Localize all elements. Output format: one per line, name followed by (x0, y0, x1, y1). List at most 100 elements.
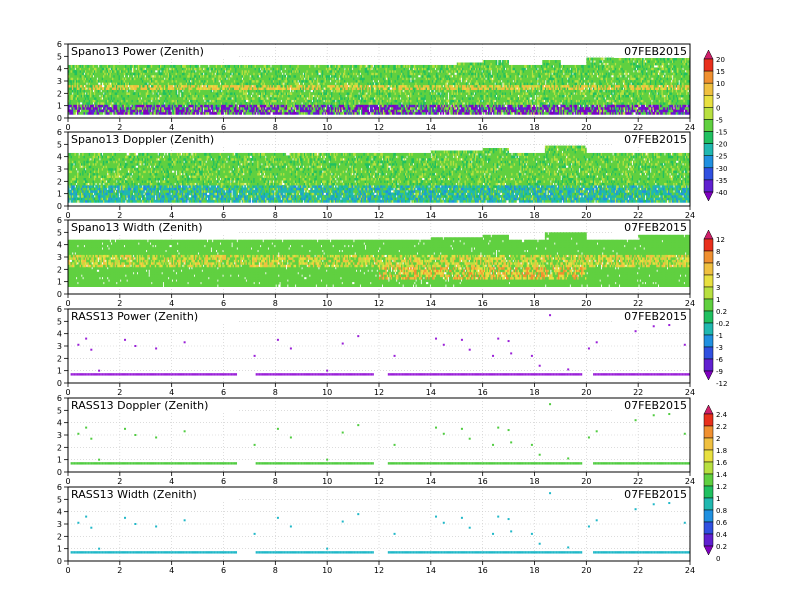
heatmap-cell (117, 89, 119, 93)
heatmap-cell (259, 109, 262, 113)
heatmap-cell (171, 79, 174, 83)
heatmap-cell (257, 87, 259, 91)
heatmap-cell (175, 111, 178, 115)
heatmap-cell (229, 92, 232, 95)
heatmap-cell (341, 64, 344, 68)
heatmap-cell (79, 74, 82, 78)
heatmap-cell (77, 84, 79, 88)
heatmap-cell (137, 77, 140, 81)
heatmap-cell (139, 94, 141, 98)
heatmap-cell (395, 74, 398, 78)
heatmap-cell (299, 101, 302, 105)
heatmap-cell (84, 67, 87, 71)
heatmap-cell (71, 111, 74, 115)
heatmap-cell (354, 74, 357, 78)
heatmap-cell (239, 67, 241, 71)
heatmap-cell (250, 97, 253, 100)
heatmap-cell (91, 84, 94, 88)
heatmap-cell (209, 82, 211, 86)
heatmap-cell (324, 64, 327, 68)
heatmap-cell (148, 64, 151, 68)
heatmap-cell (226, 104, 228, 108)
heatmap-cell (147, 109, 149, 113)
heatmap-cell (162, 87, 165, 91)
heatmap-cell (259, 111, 262, 115)
heatmap-cell (342, 74, 345, 78)
heatmap-cell (345, 106, 348, 110)
heatmap-cell (241, 69, 244, 73)
heatmap-cell (227, 101, 230, 105)
heatmap-cell (347, 94, 350, 98)
heatmap-cell (268, 79, 271, 83)
heatmap-cell (96, 82, 99, 86)
heatmap-cell (294, 89, 297, 93)
heatmap-cell (380, 99, 382, 103)
heatmap-cell (276, 111, 279, 115)
heatmap-cell (204, 109, 206, 113)
heatmap-cell (126, 64, 129, 68)
heatmap-cell (96, 104, 99, 108)
heatmap-cell (353, 101, 355, 105)
heatmap-cell (288, 67, 290, 71)
heatmap-cell (126, 74, 129, 78)
heatmap-cell (156, 99, 158, 103)
heatmap-cell (73, 72, 75, 76)
heatmap-cell (101, 64, 104, 68)
heatmap-cell (105, 97, 108, 100)
heatmap-cell (315, 69, 318, 73)
heatmap-cell (134, 69, 136, 73)
heatmap-cell (285, 67, 288, 71)
heatmap-cell (198, 82, 201, 86)
heatmap-cell (274, 77, 276, 81)
heatmap-cell (119, 72, 122, 76)
heatmap-cell (113, 109, 116, 113)
heatmap-cell (259, 92, 262, 95)
heatmap-cell (286, 64, 289, 68)
heatmap-cell (254, 82, 257, 86)
heatmap-cell (169, 72, 171, 76)
heatmap-cell (276, 82, 279, 86)
heatmap-cell (204, 84, 206, 88)
heatmap-cell (399, 69, 402, 73)
heatmap-cell (178, 89, 180, 93)
heatmap-cell (350, 79, 353, 83)
heatmap-cell (362, 99, 364, 103)
heatmap-cell (123, 79, 126, 83)
heatmap-cell (309, 72, 311, 76)
heatmap-cell (184, 89, 187, 93)
heatmap-cell (191, 79, 193, 83)
heatmap-cell (276, 97, 279, 100)
heatmap-cell (349, 84, 351, 88)
heatmap-cell (244, 67, 246, 71)
heatmap-cell (167, 99, 170, 103)
heatmap-cell (341, 106, 344, 110)
heatmap-cell (290, 67, 293, 71)
heatmap-cell (108, 72, 110, 76)
heatmap-cell (250, 69, 253, 73)
heatmap-cell (241, 89, 244, 93)
heatmap-cell (342, 104, 345, 108)
heatmap-cell (80, 77, 83, 81)
heatmap-cell (184, 109, 187, 113)
heatmap-cell (314, 109, 316, 113)
heatmap-cell (259, 82, 262, 86)
heatmap-cell (123, 72, 126, 76)
heatmap-cell (121, 67, 123, 71)
heatmap-cell (364, 106, 367, 110)
heatmap-cell (290, 79, 293, 83)
heatmap-cell (115, 92, 118, 95)
heatmap-cell (175, 82, 178, 86)
heatmap-cell (179, 109, 182, 113)
heatmap-cell (276, 79, 279, 83)
heatmap-cell (292, 92, 294, 95)
heatmap-cell (345, 84, 348, 88)
heatmap-cell (384, 97, 386, 100)
heatmap-cell (275, 87, 278, 91)
heatmap-cell (171, 82, 174, 86)
heatmap-cell (161, 72, 163, 76)
heatmap-cell (332, 106, 335, 110)
heatmap-cell (353, 97, 355, 100)
heatmap-cell (248, 99, 250, 103)
heatmap-cell (283, 72, 285, 76)
heatmap-cell (135, 92, 138, 95)
